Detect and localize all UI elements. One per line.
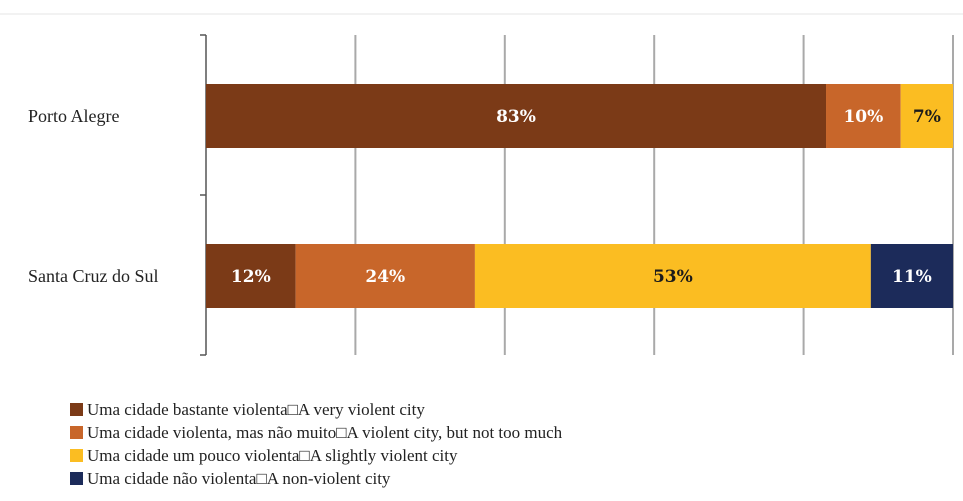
bar-segment — [900, 84, 953, 148]
bar-segment — [474, 244, 871, 308]
legend-item: Uma cidade não violenta□A non-violent ci… — [70, 467, 562, 490]
category-labels: Porto Alegre Santa Cruz do Sul — [28, 106, 159, 286]
bar-segment — [870, 244, 953, 308]
legend-label: Uma cidade um pouco violenta□A slightly … — [87, 445, 458, 465]
data-label: 12% — [231, 267, 271, 287]
legend-label: Uma cidade não violenta□A non-violent ci… — [87, 468, 391, 488]
legend-item: Uma cidade bastante violenta□A very viol… — [70, 398, 562, 421]
bar-segment — [206, 244, 296, 308]
data-label: 11% — [892, 267, 932, 287]
data-label: 10% — [843, 107, 883, 127]
legend-swatch — [70, 449, 83, 462]
legend-swatch — [70, 403, 83, 416]
legend: Uma cidade bastante violenta□A very viol… — [70, 398, 562, 490]
legend-item: Uma cidade violenta, mas não muito□A vio… — [70, 421, 562, 444]
bar-segment — [206, 84, 827, 148]
bar-segment — [826, 84, 901, 148]
category-axis — [200, 34, 207, 356]
bar-segment — [295, 244, 475, 308]
data-label: 53% — [653, 267, 693, 287]
legend-swatch — [70, 426, 83, 439]
legend-label: Uma cidade violenta, mas não muito□A vio… — [87, 422, 563, 442]
category-label: Porto Alegre — [28, 106, 120, 126]
data-label: 7% — [913, 107, 941, 127]
legend-item: Uma cidade um pouco violenta□A slightly … — [70, 444, 562, 467]
legend-swatch — [70, 472, 83, 485]
chart: 83% 10% 7% 12% 24% 53% 11% Porto Alegre Santa C… — [0, 13, 963, 356]
bars: 83% 10% 7% 12% 24% 53% 11% — [206, 84, 953, 308]
legend-label: Uma cidade bastante violenta□A very viol… — [87, 399, 425, 419]
data-label: 83% — [496, 107, 536, 127]
category-label: Santa Cruz do Sul — [28, 266, 159, 286]
data-label: 24% — [365, 267, 405, 287]
